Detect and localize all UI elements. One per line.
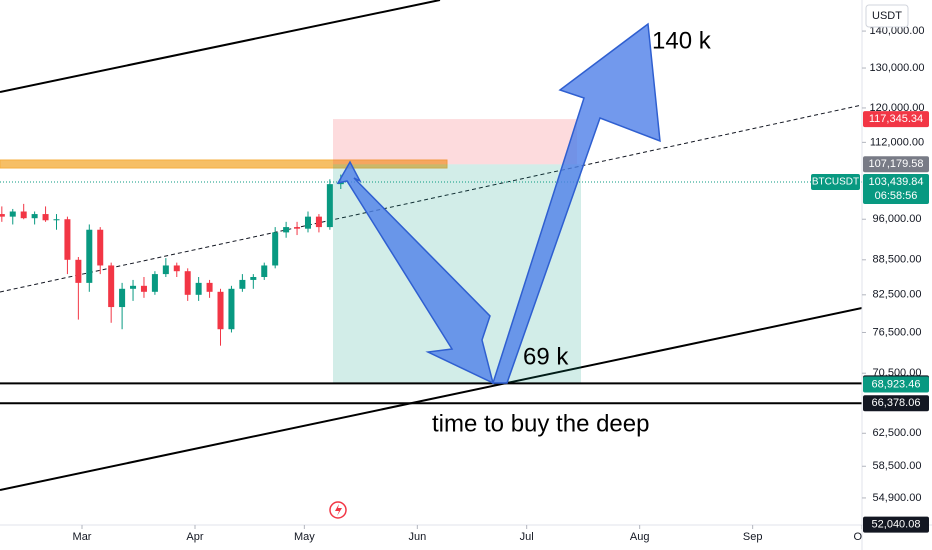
trend-line-dashed (0, 104, 862, 293)
candle-body (184, 271, 191, 295)
candle-body (239, 279, 246, 289)
trend-line (0, 307, 862, 491)
y-tick-label: 96,000.00 (873, 213, 922, 225)
annotation: 69 k (523, 343, 569, 370)
symbol: BTCUSDT (812, 177, 859, 188)
candle-body (294, 227, 301, 229)
candle-body (283, 227, 290, 233)
candle-body (195, 282, 202, 295)
candle-body (119, 288, 126, 308)
candle-body (75, 259, 82, 283)
x-tick-label: Oct (853, 531, 870, 543)
arrow-down (336, 160, 495, 385)
candle-body (0, 214, 5, 217)
candle-body (250, 277, 257, 280)
symbol-box (811, 174, 860, 191)
event-icon (335, 504, 342, 516)
price-label-box (863, 395, 929, 412)
candle-body (53, 219, 60, 221)
x-tick-label: Sep (743, 531, 763, 543)
x-tick-label: Aug (630, 531, 650, 543)
price-label: 68,923.46 (872, 378, 921, 390)
x-tick-label: May (294, 531, 315, 543)
candle-body (217, 291, 224, 330)
annotation: 140 k (652, 27, 712, 54)
price-label: 66,378.06 (872, 397, 921, 409)
y-tick-label: 82,500.00 (873, 289, 922, 301)
event-icon (329, 501, 347, 519)
candle-body (261, 265, 268, 278)
x-tick-label: Apr (186, 531, 203, 543)
candle-body (64, 219, 71, 260)
y-tick-label: 120,000.00 (869, 102, 924, 114)
candle-body (130, 285, 137, 289)
candle-body (162, 265, 169, 275)
candle-body (42, 214, 49, 221)
candle-body (86, 229, 93, 283)
price-label-box (863, 516, 929, 533)
candle-body (31, 214, 38, 219)
candle-body (9, 211, 16, 217)
candle-body (140, 285, 147, 292)
currency-button[interactable] (865, 4, 909, 28)
trend-line (0, 0, 441, 93)
y-tick-label: 88,500.00 (873, 254, 922, 266)
arrow-up (491, 22, 661, 384)
stop-zone (333, 119, 577, 165)
currency[interactable]: USDT (872, 10, 902, 22)
x-axis: Mar Apr May Jun Jul Aug Sep Oct (73, 525, 870, 543)
y-tick-label: 58,500.00 (873, 460, 922, 472)
x-tick-label: Mar (73, 531, 92, 543)
price-label-box (863, 156, 929, 173)
candle-body (108, 265, 115, 308)
candle-body (326, 184, 333, 228)
candle-body (206, 282, 213, 292)
candle-body (173, 265, 180, 272)
drawings (0, 0, 862, 491)
candle-body (228, 288, 235, 330)
price-label: 52,040.08 (872, 519, 921, 531)
y-tick-label: 130,000.00 (869, 62, 924, 74)
candle-body (304, 216, 311, 229)
price-label-box (863, 376, 929, 393)
countdown: 06:58:56 (875, 190, 918, 202)
y-tick-label: 140,000.00 (869, 25, 924, 37)
price-label-box (863, 174, 929, 205)
candle-body (272, 232, 279, 266)
y-tick-label: 54,900.00 (873, 492, 922, 504)
price-label: 103,439.84 (868, 176, 923, 188)
x-tick-label: Jul (520, 531, 534, 543)
price-label: 107,179.58 (868, 158, 923, 170)
x-tick-label: Jun (408, 531, 426, 543)
y-tick-label: 62,500.00 (873, 427, 922, 439)
candle-body (97, 229, 104, 266)
y-tick-label: 76,500.00 (873, 326, 922, 338)
price-label-box (863, 111, 929, 128)
annotation: time to buy the deep (432, 410, 649, 437)
resistance-zone (0, 159, 448, 169)
candle-body (151, 274, 158, 292)
y-tick-label: 112,000.00 (870, 136, 924, 148)
price-label: 117,345.34 (869, 113, 923, 125)
candle-body (315, 216, 322, 228)
candle-body (20, 211, 27, 219)
arrows: 140 k 69 k time to buy the deep (329, 22, 712, 519)
